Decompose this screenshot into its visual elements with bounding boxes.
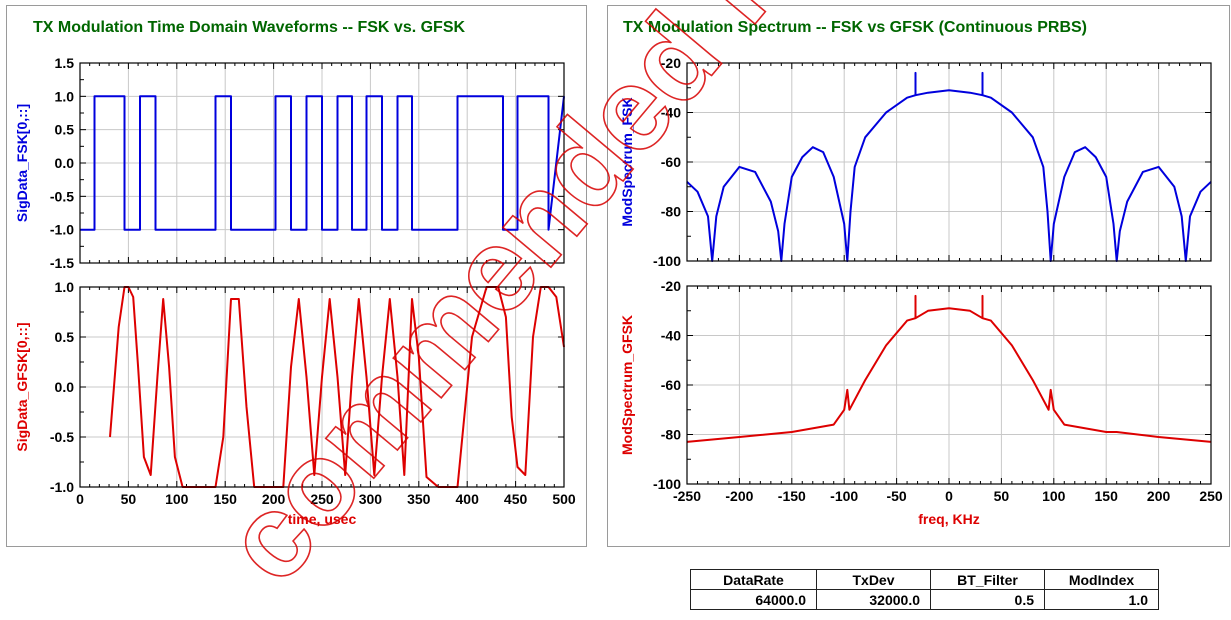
y-tick-label: -80 xyxy=(661,427,681,443)
gfsk-spectrum-plot: -20-40-60-80-100-250 -200 -150 -100 -50 0 50 10… xyxy=(619,278,1223,504)
x-tick-label: 200 xyxy=(1147,488,1171,504)
x-tick-label: -200 xyxy=(725,488,753,504)
y-tick-label: -0.5 xyxy=(50,188,74,204)
fsk-spectrum-line xyxy=(686,71,1212,262)
fsk-signal-line xyxy=(80,95,565,231)
x-tick-label: 450 xyxy=(504,491,528,507)
header-bt-filter: BT_Filter xyxy=(930,569,1045,590)
x-axis-label: time, usec xyxy=(288,511,357,527)
y-tick-label: -100 xyxy=(653,476,681,492)
gfsk-signal-plot: 1.0 0.5 0.0 -0.5 -1.00 50 100 150 200 250 300 350 40… xyxy=(14,279,576,507)
fsk-spectrum-label: ModSpectrum_FSK xyxy=(619,97,635,226)
header-modindex: ModIndex xyxy=(1044,569,1159,590)
y-tick-label: 0.5 xyxy=(55,329,75,345)
value-modindex: 1.0 xyxy=(1044,589,1159,610)
spectrum-chart: -20 -40 -60 -80 -100 ModSpectrum_FSK -20 -40 -60… xyxy=(619,55,1223,527)
y-tick-label: 1.5 xyxy=(55,55,75,71)
x-tick-label: -50 xyxy=(886,488,906,504)
y-tick-label: -40 xyxy=(661,328,681,344)
time-domain-chart: 1.51.00.50.0-0.5-1.0-1.5SigData_FSK[0,::… xyxy=(14,55,576,527)
table-value-row: 64000.0 32000.0 0.5 1.0 xyxy=(690,589,1159,610)
y-tick-label: 1.0 xyxy=(55,279,75,295)
plot-frame xyxy=(79,62,565,264)
parameters-table: DataRate TxDev BT_Filter ModIndex 64000.… xyxy=(690,569,1159,610)
gfsk-spectrum-label: ModSpectrum_GFSK xyxy=(619,315,635,455)
x-tick-label: 150 xyxy=(214,491,238,507)
x-axis-label: freq, KHz xyxy=(918,511,979,527)
y-tick-label: -80 xyxy=(661,204,681,220)
plot-frame xyxy=(79,286,565,488)
x-tick-label: 100 xyxy=(165,491,189,507)
value-bt-filter: 0.5 xyxy=(930,589,1045,610)
fsk-signal-label: SigData_FSK[0,::] xyxy=(14,104,30,222)
x-tick-label: 250 xyxy=(1199,488,1223,504)
header-txdev: TxDev xyxy=(816,569,931,590)
value-datarate: 64000.0 xyxy=(690,589,817,610)
fsk-signal-plot: 1.51.00.50.0-0.5-1.0-1.5 SigData_FSK[0,::… xyxy=(14,55,565,271)
y-tick-label: -1.0 xyxy=(50,222,74,238)
plot-frame xyxy=(686,285,1212,485)
gfsk-signal-label: SigData_GFSK[0,::] xyxy=(14,322,30,451)
x-tick-label: 250 xyxy=(310,491,334,507)
y-tick-label: 0.0 xyxy=(55,379,75,395)
x-tick-label: -250 xyxy=(673,488,701,504)
gfsk-spectrum-line xyxy=(686,294,1212,443)
x-tick-label: 500 xyxy=(552,491,576,507)
x-tick-label: 0 xyxy=(76,491,84,507)
y-tick-label: -20 xyxy=(661,55,681,71)
y-tick-label: -60 xyxy=(661,154,681,170)
header-datarate: DataRate xyxy=(690,569,817,590)
y-tick-label: 0.0 xyxy=(55,155,75,171)
x-tick-label: 100 xyxy=(1042,488,1066,504)
y-tick-label: -100 xyxy=(653,253,681,269)
y-tick-label: -1.0 xyxy=(50,479,74,495)
x-tick-label: 0 xyxy=(945,488,953,504)
y-tick-label: -40 xyxy=(661,105,681,121)
fsk-spectrum-plot: -20 -40 -60 -80 -100 ModSpectrum_FSK xyxy=(619,55,1212,269)
x-tick-label: 300 xyxy=(359,491,383,507)
y-tick-label: -1.5 xyxy=(50,255,74,271)
time-domain-panel: TX Modulation Time Domain Waveforms -- F… xyxy=(6,5,587,547)
x-tick-label: -100 xyxy=(830,488,858,504)
x-tick-label: 400 xyxy=(456,491,480,507)
y-tick-label: 1.0 xyxy=(55,88,75,104)
x-tick-label: 200 xyxy=(262,491,286,507)
table-header-row: DataRate TxDev BT_Filter ModIndex xyxy=(690,569,1159,590)
y-tick-label: -60 xyxy=(661,377,681,393)
plot-frame xyxy=(686,62,1212,262)
y-tick-label: 0.5 xyxy=(55,122,75,138)
time-domain-title: TX Modulation Time Domain Waveforms -- F… xyxy=(33,19,466,36)
x-tick-label: 50 xyxy=(121,491,137,507)
value-txdev: 32000.0 xyxy=(816,589,931,610)
x-tick-label: 350 xyxy=(407,491,431,507)
y-tick-label: -0.5 xyxy=(50,429,74,445)
x-tick-label: 50 xyxy=(994,488,1010,504)
spectrum-panel: TX Modulation Spectrum -- FSK vs GFSK (C… xyxy=(607,5,1230,547)
spectrum-title: TX Modulation Spectrum -- FSK vs GFSK (C… xyxy=(623,19,1087,36)
x-tick-label: -150 xyxy=(778,488,806,504)
x-tick-label: 150 xyxy=(1095,488,1119,504)
y-tick-label: -20 xyxy=(661,278,681,294)
